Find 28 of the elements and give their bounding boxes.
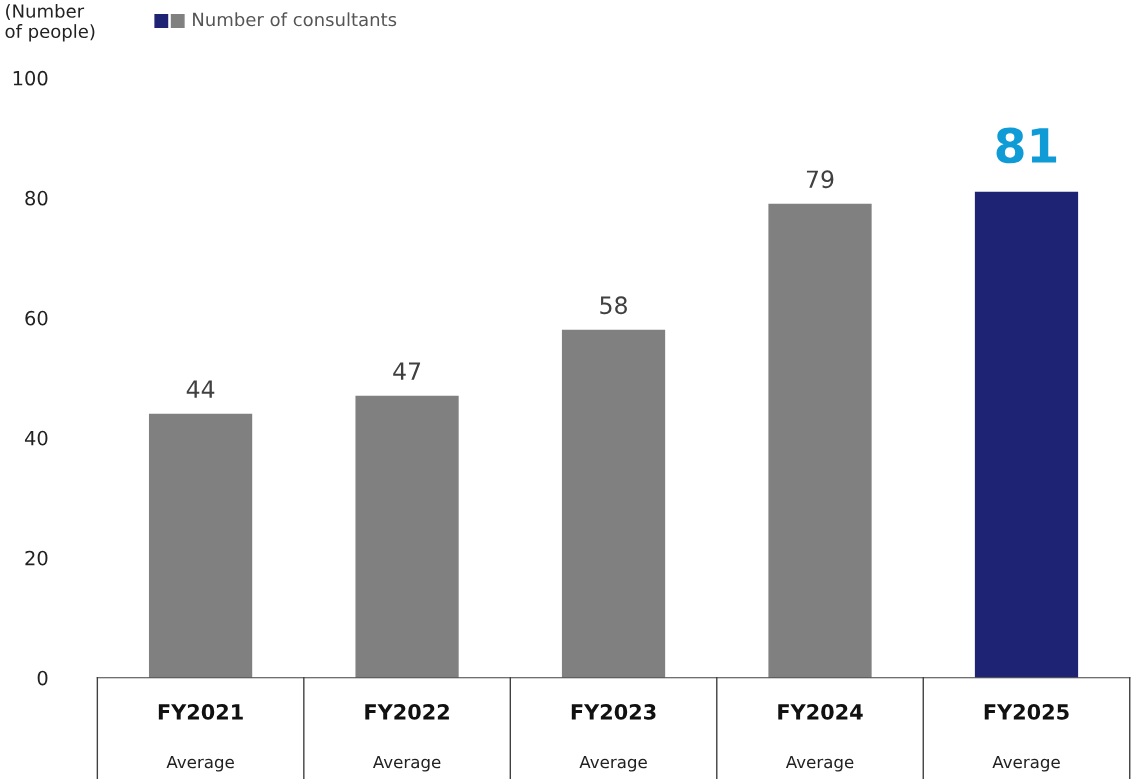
y-tick-label: 80 — [25, 190, 48, 206]
x-tick-label: FY2023 — [571, 704, 656, 720]
data-label: 58 — [600, 296, 627, 315]
x-tick-label: FY2022 — [365, 704, 449, 720]
x-tick-label: FY2024 — [778, 704, 863, 720]
legend-label: Number of consultants — [193, 12, 397, 27]
text: Average — [579, 755, 647, 772]
y-tick-label: 0 — [37, 670, 48, 686]
data-label: 79 — [806, 170, 834, 189]
text: Average — [785, 755, 854, 772]
data-label: 47 — [393, 362, 421, 380]
y-tick-label: 100 — [13, 70, 48, 86]
bar — [148, 413, 253, 678]
text: Average — [992, 755, 1060, 772]
y-tick-label: 60 — [25, 310, 48, 326]
bar — [355, 395, 459, 678]
data-label: 81 — [996, 127, 1057, 164]
text: Average — [372, 755, 441, 772]
text: Average — [166, 755, 234, 772]
bar — [974, 191, 1079, 678]
x-tick-label: FY2025 — [984, 704, 1069, 720]
y-tick-label: 20 — [25, 550, 48, 566]
x-tick-label: FY2021 — [158, 704, 243, 720]
bar — [561, 329, 666, 678]
bar — [768, 203, 872, 678]
y-axis-title: (Number of people) — [5, 3, 95, 42]
y-tick-label: 40 — [24, 430, 48, 446]
data-label: 44 — [186, 380, 215, 398]
